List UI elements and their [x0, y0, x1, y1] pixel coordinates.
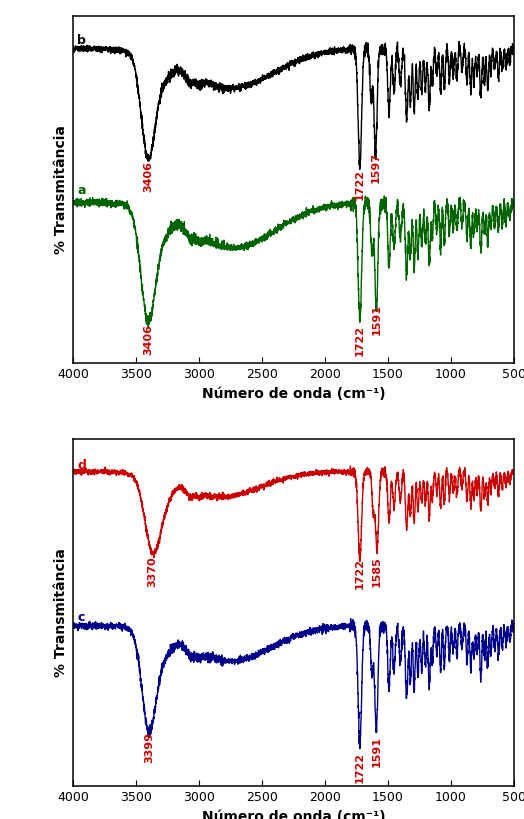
Text: b: b: [77, 34, 86, 48]
Text: 3406: 3406: [143, 324, 153, 355]
Text: c: c: [77, 611, 84, 623]
Text: 1585: 1585: [372, 557, 382, 587]
Text: 3406: 3406: [143, 161, 153, 192]
Text: 3399: 3399: [144, 732, 154, 763]
Text: 3370: 3370: [148, 556, 158, 586]
Text: 1591: 1591: [372, 304, 381, 335]
Text: a: a: [77, 183, 85, 197]
Text: 1722: 1722: [355, 559, 365, 590]
X-axis label: Número de onda (cm⁻¹): Número de onda (cm⁻¹): [202, 387, 385, 400]
X-axis label: Número de onda (cm⁻¹): Número de onda (cm⁻¹): [202, 810, 385, 819]
Y-axis label: % Transmitância: % Transmitância: [54, 125, 68, 254]
Text: 1597: 1597: [370, 152, 380, 183]
Y-axis label: % Transmitância: % Transmitância: [54, 549, 68, 677]
Text: 1722: 1722: [355, 752, 365, 783]
Text: d: d: [77, 459, 86, 472]
Text: 1722: 1722: [355, 325, 365, 356]
Text: 1722: 1722: [355, 169, 365, 200]
Text: 1591: 1591: [372, 735, 381, 767]
